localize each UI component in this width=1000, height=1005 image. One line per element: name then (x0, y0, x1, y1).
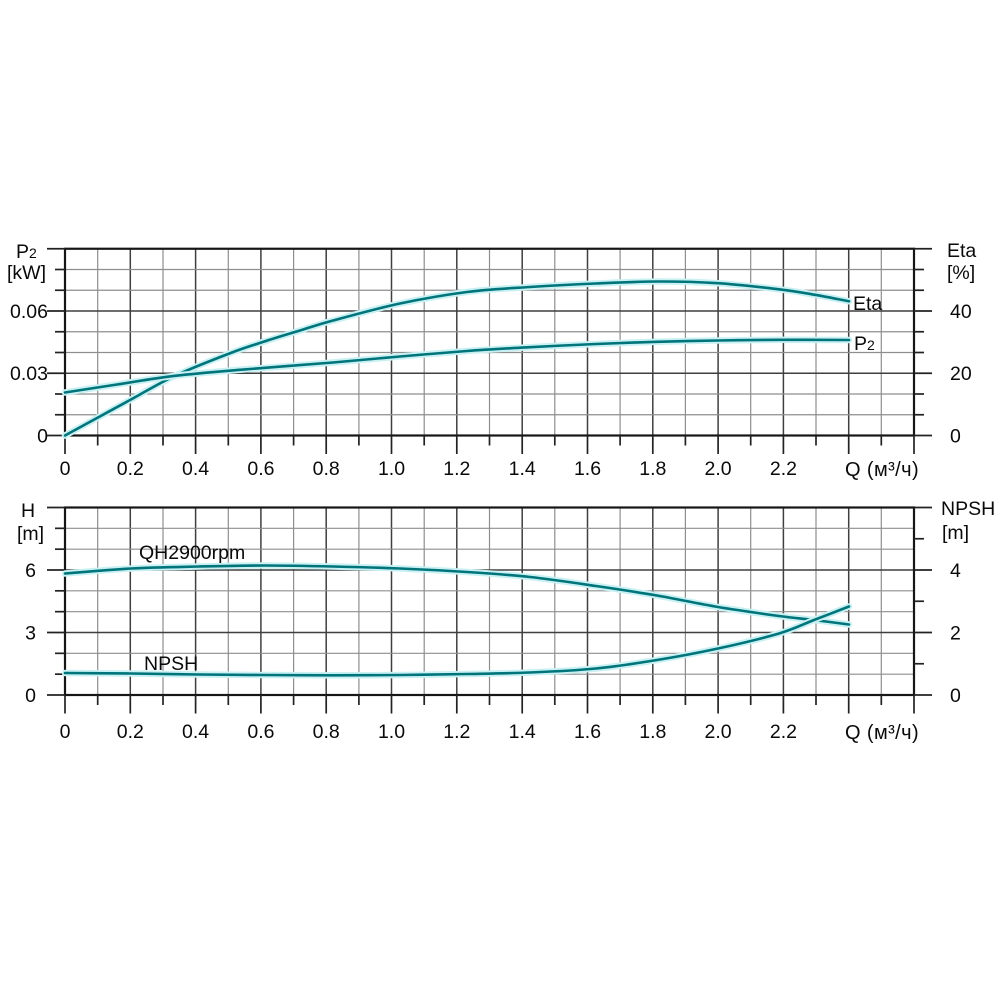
svg-text:1.4: 1.4 (509, 458, 536, 480)
svg-text:[kW]: [kW] (7, 262, 46, 284)
svg-text:0: 0 (25, 685, 36, 707)
svg-text:Q (м³/ч): Q (м³/ч) (845, 722, 919, 744)
svg-text:0.2: 0.2 (117, 721, 144, 743)
svg-text:0: 0 (60, 458, 71, 480)
svg-text:0: 0 (950, 425, 961, 447)
svg-text:0.8: 0.8 (313, 721, 340, 743)
svg-text:0.4: 0.4 (182, 721, 209, 743)
svg-text:1.0: 1.0 (378, 721, 405, 743)
svg-text:0: 0 (37, 425, 48, 447)
svg-text:4: 4 (950, 560, 961, 582)
svg-text:2.0: 2.0 (705, 458, 732, 480)
svg-text:1.6: 1.6 (574, 458, 601, 480)
svg-text:2: 2 (950, 622, 961, 644)
svg-text:0.8: 0.8 (313, 458, 340, 480)
svg-text:0: 0 (950, 685, 961, 707)
svg-text:1.4: 1.4 (509, 721, 536, 743)
svg-text:40: 40 (950, 301, 972, 323)
svg-text:[m]: [m] (17, 523, 44, 545)
svg-text:2.0: 2.0 (705, 721, 732, 743)
svg-text:[%]: [%] (947, 262, 975, 284)
svg-text:P2: P2 (854, 333, 875, 355)
svg-text:1.2: 1.2 (443, 721, 470, 743)
svg-text:NPSH: NPSH (144, 653, 198, 675)
svg-text:P2: P2 (16, 241, 37, 263)
svg-text:[m]: [m] (942, 522, 969, 544)
svg-text:2.2: 2.2 (770, 721, 797, 743)
svg-text:2.2: 2.2 (770, 458, 797, 480)
svg-text:Eta: Eta (853, 293, 882, 315)
svg-text:1.6: 1.6 (574, 721, 601, 743)
svg-text:Eta: Eta (947, 240, 976, 262)
svg-text:0.6: 0.6 (247, 458, 274, 480)
svg-text:0: 0 (60, 721, 71, 743)
svg-text:20: 20 (950, 363, 972, 385)
svg-text:1.2: 1.2 (443, 458, 470, 480)
svg-text:6: 6 (25, 560, 36, 582)
svg-text:1.0: 1.0 (378, 458, 405, 480)
svg-text:0.03: 0.03 (10, 363, 48, 385)
svg-text:0.06: 0.06 (10, 301, 48, 323)
svg-text:1.8: 1.8 (639, 721, 666, 743)
svg-text:1.8: 1.8 (639, 458, 666, 480)
svg-text:Q (м³/ч): Q (м³/ч) (845, 459, 919, 481)
svg-text:3: 3 (25, 622, 36, 644)
svg-text:H: H (21, 500, 35, 522)
svg-text:0.6: 0.6 (247, 721, 274, 743)
svg-text:QH2900rpm: QH2900rpm (139, 542, 245, 564)
svg-text:NPSH: NPSH (941, 498, 995, 520)
svg-text:0.4: 0.4 (182, 458, 209, 480)
svg-text:0.2: 0.2 (117, 458, 144, 480)
